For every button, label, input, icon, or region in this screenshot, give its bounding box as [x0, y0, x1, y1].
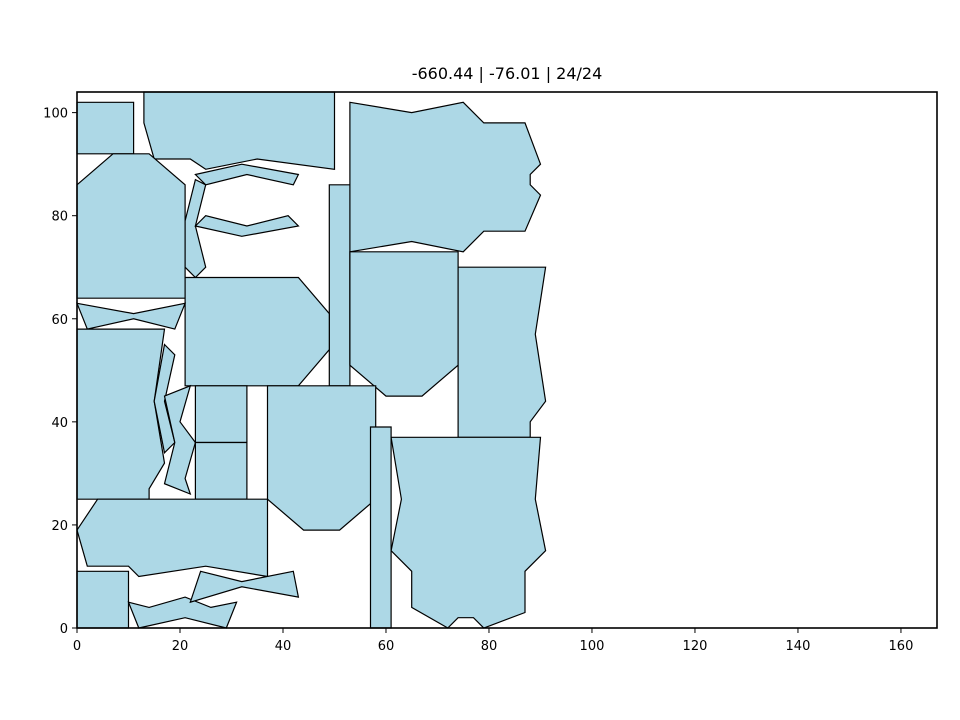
- piece-p16: [194, 385, 248, 444]
- chart-title: -660.44 | -76.01 | 24/24: [412, 64, 603, 83]
- piece-p13: [76, 328, 166, 500]
- y-tick-label: 20: [51, 519, 68, 534]
- y-tick-label: 100: [43, 107, 68, 122]
- piece-p21: [76, 498, 269, 578]
- piece-p23: [127, 596, 238, 629]
- axes-layer: 0 20 40 60 80 100 120 140 160 0 20 40 60 80 100: [43, 91, 938, 654]
- piece-p17: [194, 441, 248, 500]
- piece-p01: [76, 101, 135, 155]
- y-tick-label: 80: [51, 210, 68, 225]
- plot-frame: [76, 91, 938, 629]
- y-tick-label: 0: [60, 622, 68, 637]
- piece-p02: [143, 91, 336, 170]
- y-tick-label: 60: [51, 313, 68, 328]
- piece-p07: [194, 215, 300, 237]
- x-tick-label: 60: [378, 639, 395, 654]
- x-tick-label: 140: [786, 639, 811, 654]
- piece-p12: [76, 302, 187, 330]
- piece-p04: [76, 153, 186, 299]
- x-tick-label: 20: [172, 639, 189, 654]
- piece-p11: [457, 266, 547, 438]
- piece-p22: [76, 570, 130, 629]
- x-tick-label: 80: [481, 639, 498, 654]
- pieces-layer: [76, 91, 547, 629]
- piece-p24: [189, 570, 300, 604]
- piece-p20: [390, 436, 547, 629]
- piece-p06: [184, 178, 207, 279]
- x-tick-label: 40: [275, 639, 292, 654]
- y-tick-label: 40: [51, 416, 68, 431]
- piece-p10: [349, 251, 459, 397]
- piece-p19: [369, 426, 392, 629]
- piece-p15: [163, 384, 197, 496]
- x-tick-label: 100: [580, 639, 605, 654]
- x-tick-label: 160: [889, 639, 914, 654]
- x-tick-label: 0: [73, 639, 81, 654]
- piece-p08: [328, 184, 351, 387]
- piece-p18: [266, 385, 377, 531]
- piece-p03: [349, 101, 542, 253]
- x-tick-label: 120: [683, 639, 708, 654]
- piece-p09: [184, 276, 330, 387]
